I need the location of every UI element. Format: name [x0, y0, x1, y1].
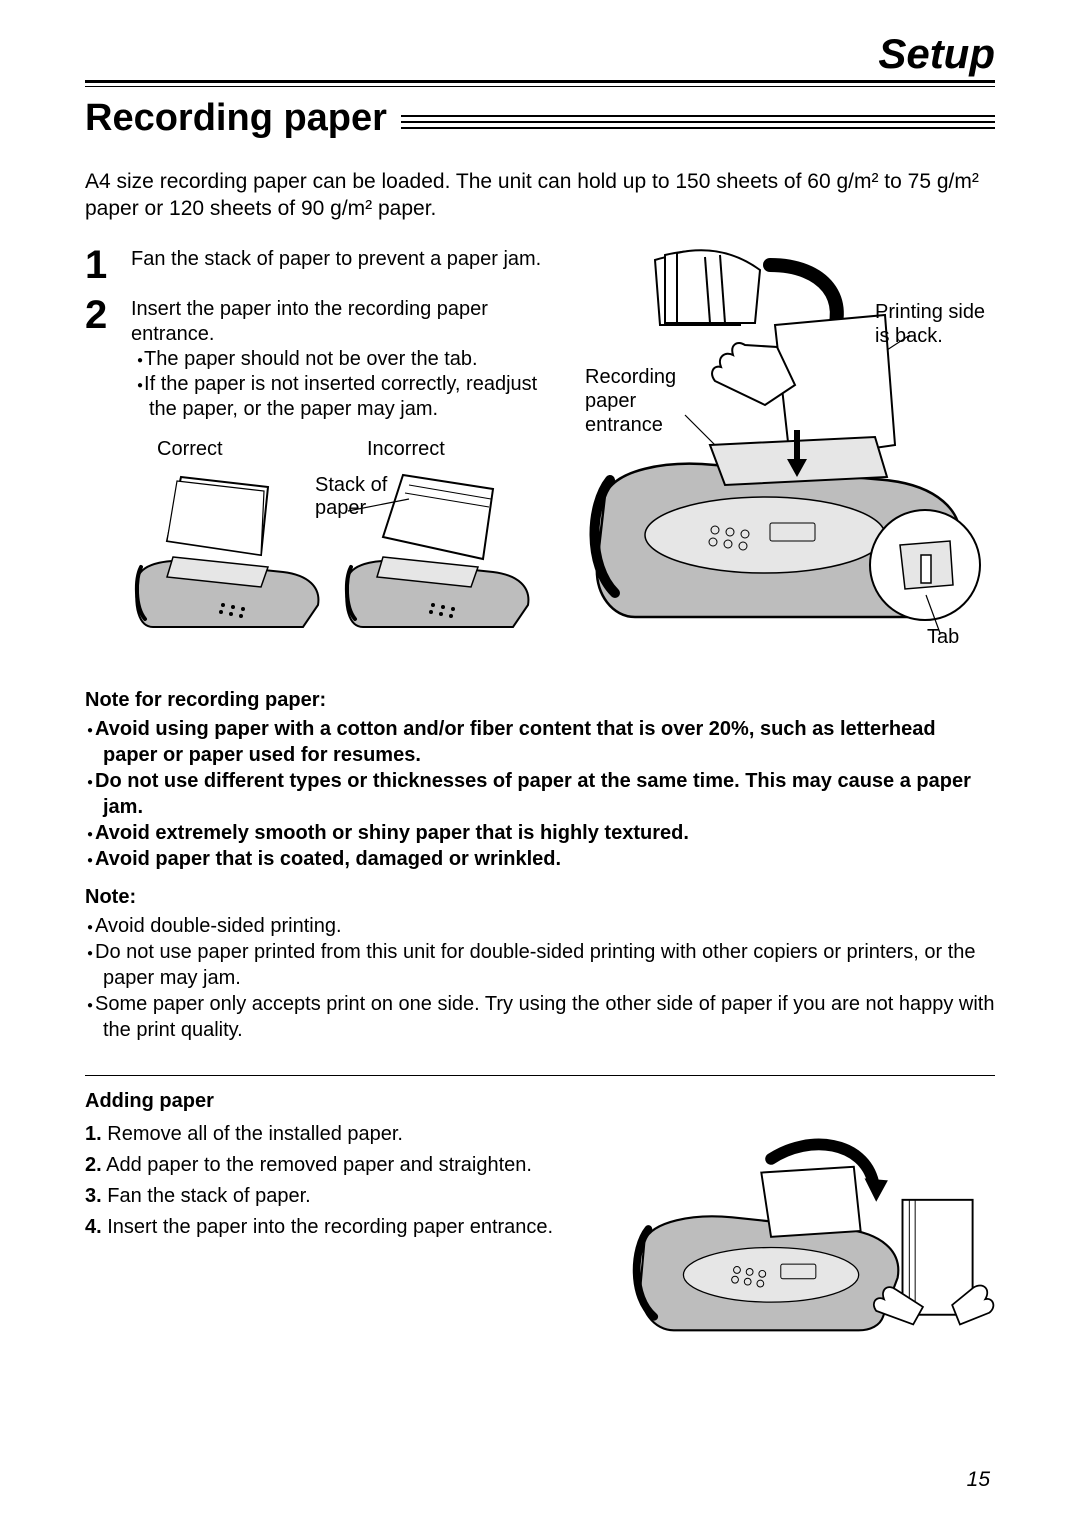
step-number: 1 [85, 245, 113, 285]
step-2: 2 Insert the paper into the recording pa… [85, 295, 545, 422]
step-text: Insert the paper into the recording pape… [131, 297, 545, 347]
header-rule-thick [85, 80, 995, 83]
note-item: Avoid double-sided printing. [85, 913, 995, 939]
step-sub: The paper should not be over the tab. [143, 347, 545, 372]
adding-paper-title: Adding paper [85, 1090, 995, 1113]
correct-label: Correct [157, 438, 333, 461]
tab-label: Tab [927, 625, 959, 649]
adding-paper-diagram [625, 1121, 995, 1341]
printing-side-label: Printing side is back. [875, 300, 1005, 348]
header-rule-thin [85, 86, 995, 87]
section-header: Setup [85, 30, 995, 78]
note-bold-item: Avoid paper that is coated, damaged or w… [85, 846, 995, 872]
step-1: 1 Fan the stack of paper to prevent a pa… [85, 245, 545, 285]
note-title: Note: [85, 886, 995, 909]
step-number: 2 [85, 295, 113, 422]
main-diagram: Recording paper entrance Printing side i… [565, 245, 985, 665]
intro-paragraph: A4 size recording paper can be loaded. T… [85, 168, 995, 223]
correct-diagram [133, 467, 333, 637]
adding-step: 3. Fan the stack of paper. [85, 1183, 605, 1210]
title-decoration-lines [401, 105, 995, 133]
page-number: 15 [967, 1468, 990, 1492]
adding-step: 4. Insert the paper into the recording p… [85, 1214, 605, 1241]
adding-step: 1. Remove all of the installed paper. [85, 1121, 605, 1148]
stack-of-paper-label: Stack of paper [315, 474, 405, 520]
page-title: Recording paper [85, 97, 387, 140]
recording-entrance-label: Recording paper entrance [585, 365, 695, 437]
note-item: Some paper only accepts print on one sid… [85, 991, 995, 1043]
step-text: Fan the stack of paper to prevent a pape… [131, 245, 545, 285]
note-bold-item: Avoid extremely smooth or shiny paper th… [85, 820, 995, 846]
incorrect-label: Incorrect [367, 438, 543, 461]
note-recording-title: Note for recording paper: [85, 689, 995, 712]
step-sub: If the paper is not inserted correctly, … [143, 372, 545, 422]
note-bold-item: Do not use different types or thicknesse… [85, 768, 995, 820]
note-item: Do not use paper printed from this unit … [85, 939, 995, 991]
section-divider [85, 1075, 995, 1076]
note-bold-item: Avoid using paper with a cotton and/or f… [85, 716, 995, 768]
adding-step: 2. Add paper to the removed paper and st… [85, 1152, 605, 1179]
